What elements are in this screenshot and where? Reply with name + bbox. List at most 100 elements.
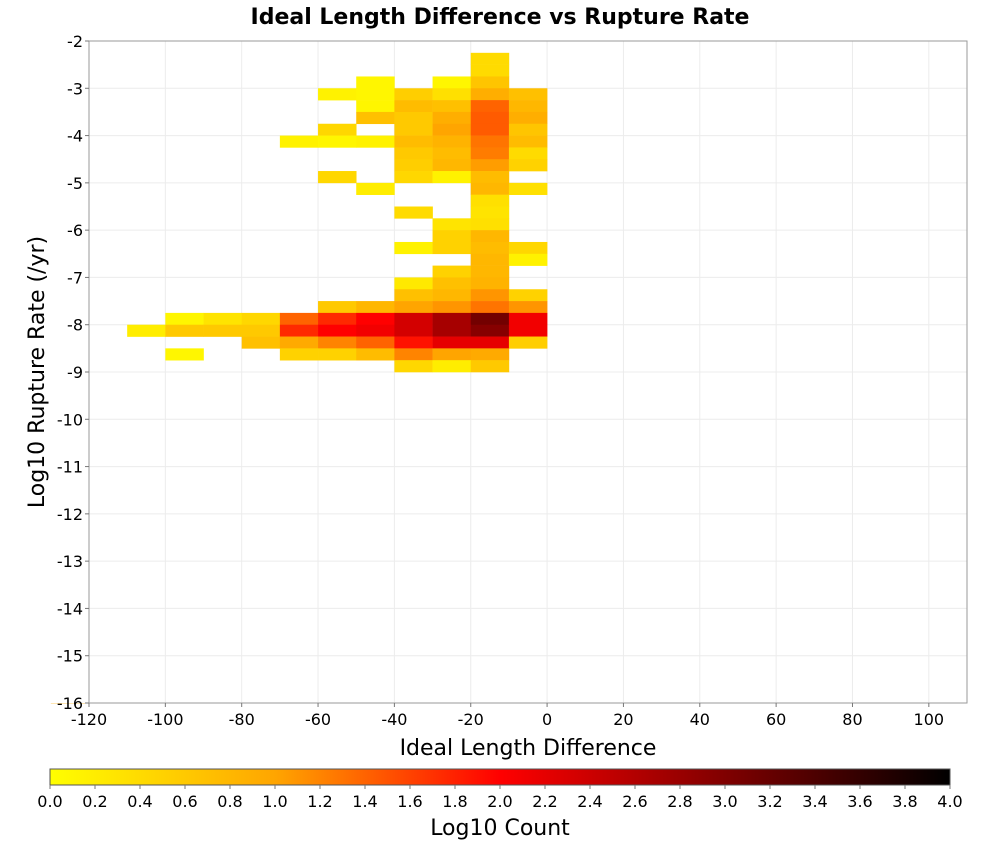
heatmap-cells [50, 52, 548, 704]
heatmap-cell [470, 324, 510, 337]
heatmap-cell [508, 123, 548, 136]
heatmap-cell [470, 123, 510, 136]
heatmap-cell [356, 348, 395, 361]
heatmap-cell [470, 206, 510, 219]
heatmap-cell [394, 206, 433, 219]
heatmap-cell [279, 135, 319, 148]
y-tick-label: -16 [57, 694, 83, 713]
heatmap-cell [356, 324, 395, 337]
heatmap-cell [470, 265, 510, 278]
y-tick-label: -11 [57, 458, 83, 477]
heatmap-cell [394, 348, 433, 361]
heatmap-cell [279, 312, 319, 326]
y-axis-ticks: -2 -3 -4 -5 -6 -7 -8 -9 -10 -11 -12 -13 -14 -15 -16 [57, 32, 89, 713]
y-tick-label: -6 [67, 221, 83, 240]
y-axis-title: Log10 Rupture Rate (/yr) [25, 236, 50, 508]
x-tick-label: -80 [229, 710, 255, 729]
heatmap-cell [394, 171, 433, 184]
x-tick-label: 0 [542, 710, 552, 729]
heatmap-cell [394, 301, 433, 314]
heatmap-cell [165, 312, 204, 326]
heatmap-cell [394, 312, 433, 326]
heatmap-cell [318, 324, 357, 337]
heatmap-cell [432, 123, 472, 136]
chart-title: Ideal Length Difference vs Rupture Rate [251, 5, 750, 30]
heatmap-cell [470, 218, 510, 231]
heatmap-cell [470, 182, 510, 195]
heatmap-cell [470, 111, 510, 125]
heatmap-cell [432, 135, 472, 148]
x-tick-label: -40 [381, 710, 407, 729]
heatmap-cell [432, 360, 472, 373]
heatmap-cell [470, 241, 510, 255]
x-tick-label: 20 [613, 710, 633, 729]
heatmap-cell [432, 171, 472, 184]
x-tick-label: -100 [147, 710, 183, 729]
x-tick-label: 80 [842, 710, 862, 729]
heatmap-cell [165, 348, 204, 361]
heatmap-cell [432, 348, 472, 361]
heatmap-cell [394, 100, 433, 113]
heatmap-cell [203, 312, 242, 326]
heatmap-cell [470, 64, 510, 77]
heatmap-cell [318, 301, 357, 314]
heatmap-cell [508, 336, 548, 349]
y-tick-label: -12 [57, 505, 83, 524]
y-tick-label: -13 [57, 552, 83, 571]
heatmap-cell [318, 88, 357, 101]
y-tick-label: -8 [67, 316, 83, 335]
heatmap-cell [470, 135, 510, 148]
heatmap-cell [432, 147, 472, 160]
heatmap-cell [356, 135, 395, 148]
heatmap-cell [203, 324, 242, 337]
colorbar-tick-label: 3.6 [847, 792, 872, 811]
y-tick-label: -4 [67, 127, 83, 146]
heatmap-cell [508, 147, 548, 160]
heatmap-cell [241, 336, 281, 349]
x-tick-label: -60 [305, 710, 331, 729]
y-tick-label: -7 [67, 268, 83, 287]
heatmap-cell [470, 312, 510, 326]
heatmap-cell [470, 100, 510, 113]
colorbar-ticks: 0.0 0.2 0.4 0.6 0.8 1.0 1.2 1.4 1.6 1.8 2.0 2.2 2.4 2… [37, 785, 963, 811]
heatmap-cell [470, 289, 510, 302]
heatmap-cell [470, 336, 510, 349]
heatmap-cell [394, 289, 433, 302]
colorbar-tick-label: 0.6 [172, 792, 197, 811]
heatmap-cell [279, 336, 319, 349]
heatmap-cell [432, 301, 472, 314]
heatmap-cell [508, 111, 548, 125]
heatmap-cell [279, 348, 319, 361]
heatmap-cell [356, 111, 395, 125]
heatmap-cell [508, 312, 548, 326]
heatmap-cell [241, 312, 281, 326]
heatmap-cell [318, 336, 357, 349]
heatmap-cell [394, 123, 433, 136]
heatmap-cell [470, 360, 510, 373]
heatmap-cell [432, 76, 472, 89]
x-tick-label: -20 [458, 710, 484, 729]
y-tick-label: -15 [57, 647, 83, 666]
heatmap-cell [394, 277, 433, 290]
y-tick-label: -3 [67, 79, 83, 98]
heatmap-cell [356, 301, 395, 314]
colorbar-tick-label: 2.6 [622, 792, 647, 811]
heatmap-cell [127, 324, 166, 337]
x-tick-label: 100 [914, 710, 945, 729]
heatmap-cell [470, 147, 510, 160]
heatmap-cell [394, 88, 433, 101]
y-tick-label: -2 [67, 32, 83, 51]
x-axis-title: Ideal Length Difference [400, 736, 657, 761]
heatmap-cell [356, 182, 395, 195]
heatmap-cell [394, 241, 433, 255]
heatmap-cell [394, 147, 433, 160]
heatmap-cell [432, 324, 472, 337]
x-tick-label: -120 [71, 710, 107, 729]
colorbar-tick-label: 3.4 [802, 792, 827, 811]
colorbar-tick-label: 3.2 [757, 792, 782, 811]
heatmap-cell [318, 123, 357, 136]
heatmap-cell [318, 171, 357, 184]
colorbar-title: Log10 Count [430, 816, 570, 841]
colorbar [49, 768, 951, 786]
